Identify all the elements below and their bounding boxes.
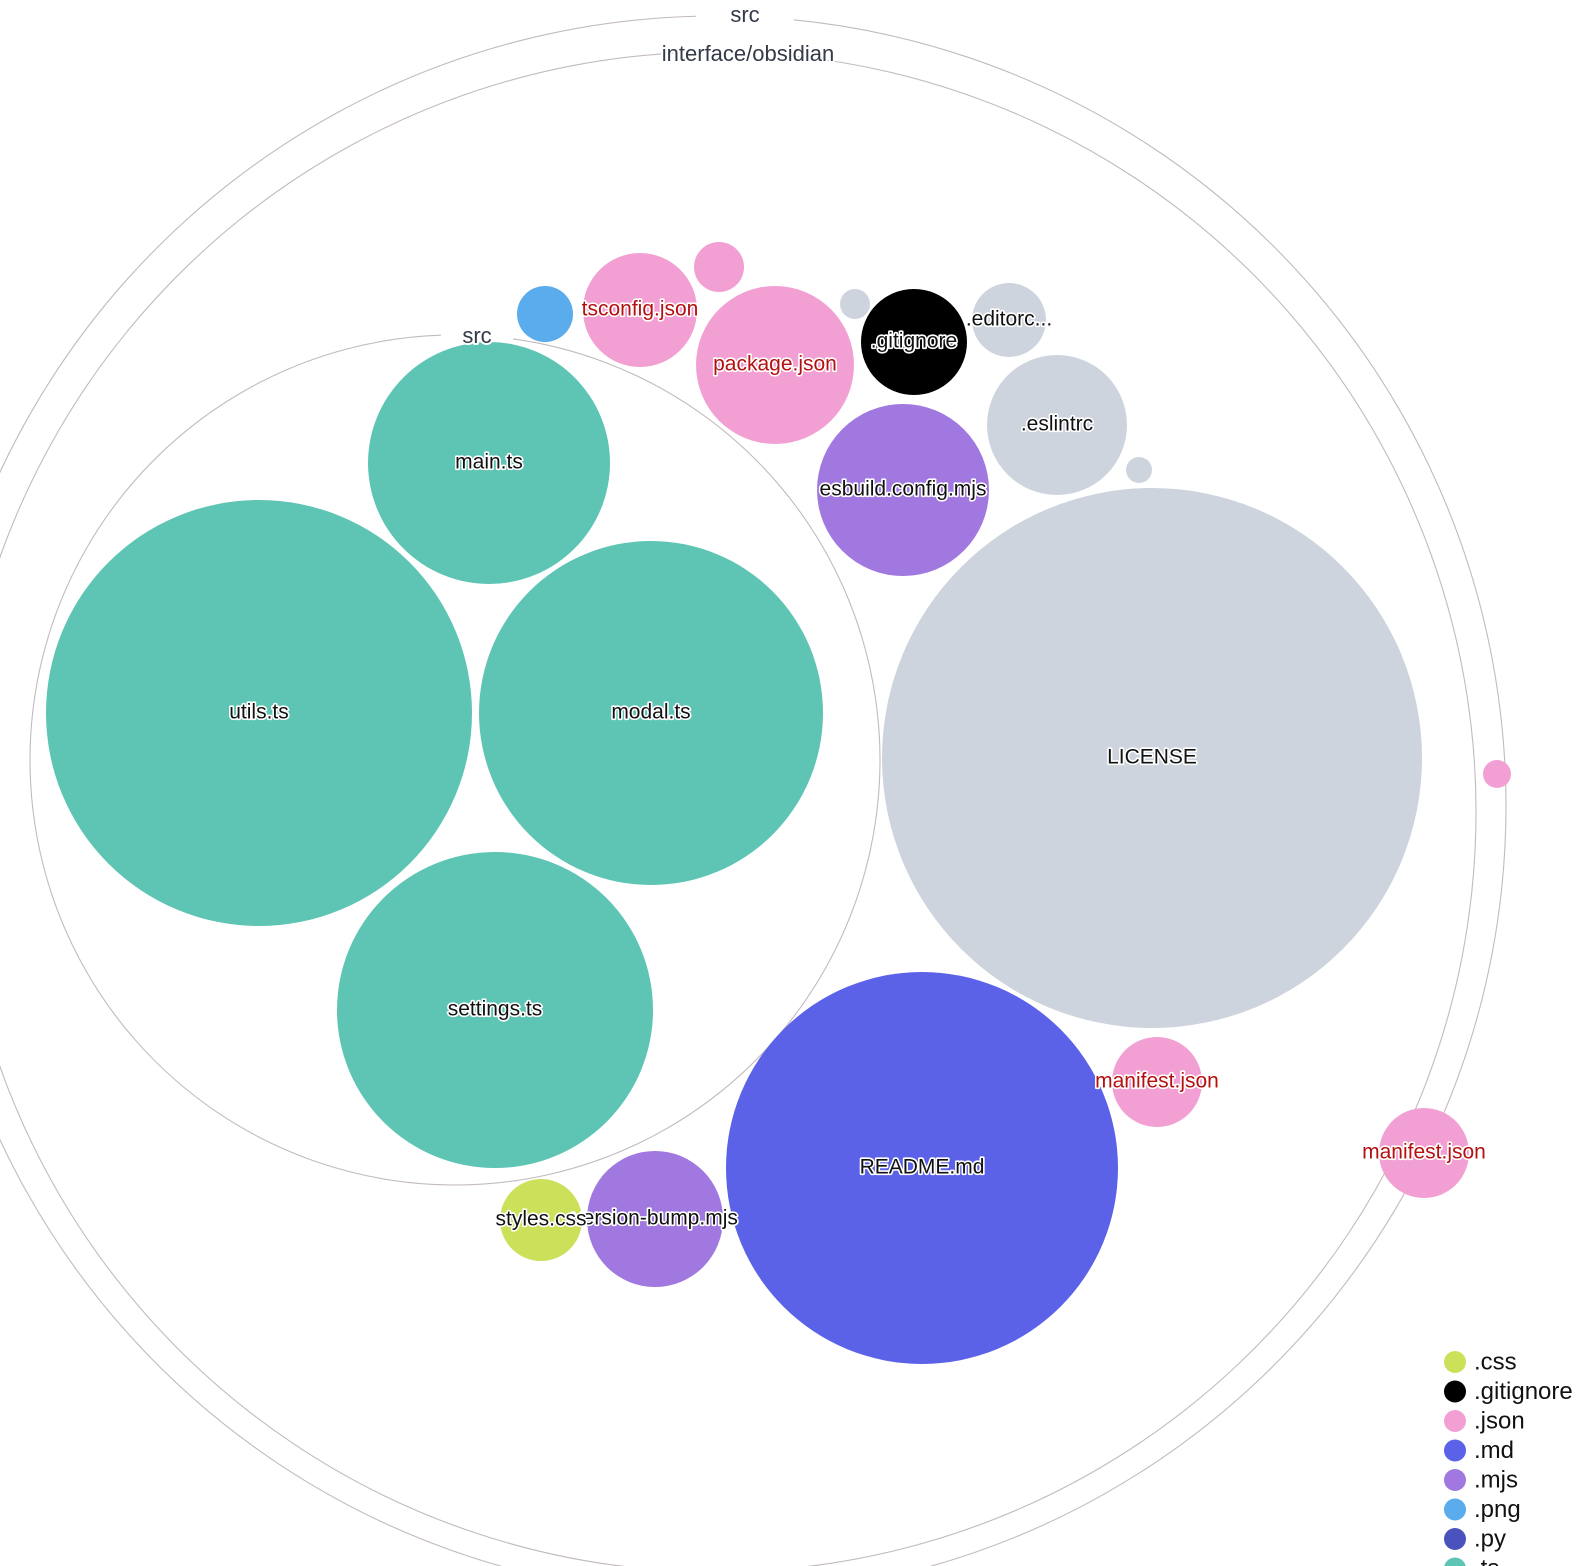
legend-item-mjs[interactable]: .mjs xyxy=(1444,1466,1518,1493)
bubble-label-manifest-json: manifest.json xyxy=(1362,1141,1486,1164)
group-label-src: src xyxy=(730,2,759,27)
bubble-editorc[interactable] xyxy=(972,283,1046,357)
legend-swatch-ts xyxy=(1444,1557,1466,1566)
bubble-small-json[interactable] xyxy=(694,242,744,292)
bubble-label-manifest-json: manifest.json xyxy=(1095,1070,1219,1093)
bubble-package-json[interactable] xyxy=(696,286,854,444)
bubble-settings-ts[interactable] xyxy=(337,852,653,1168)
group-label-interface-obsidian: interface/obsidian xyxy=(662,41,834,66)
legend-label-md: .md xyxy=(1474,1437,1514,1464)
bubble-gitignore[interactable] xyxy=(861,289,967,395)
legend-item-css[interactable]: .css xyxy=(1444,1348,1517,1375)
bubble-label-tsconfig-json: tsconfig.json xyxy=(582,298,699,321)
legend-label-gitignore: .gitignore xyxy=(1474,1378,1573,1405)
bubble-utils-ts[interactable] xyxy=(46,500,472,926)
legend-label-ts: .ts xyxy=(1474,1555,1499,1566)
legend-item-json[interactable]: .json xyxy=(1444,1407,1525,1434)
bubble-main-ts[interactable] xyxy=(368,342,610,584)
bubble-label-readme-md: README.md xyxy=(860,1156,985,1179)
bubble-tiny-a[interactable] xyxy=(840,289,870,319)
bubble-label-editorc: .editorc... xyxy=(966,308,1052,331)
bubble-manifest-json[interactable] xyxy=(1112,1037,1202,1127)
bubble-label-utils-ts: utils.ts xyxy=(229,701,289,724)
legend-label-py: .py xyxy=(1474,1525,1506,1552)
legend-swatch-mjs xyxy=(1444,1469,1466,1491)
bubble-version-bump-mjs[interactable] xyxy=(587,1151,723,1287)
bubble-modal-ts[interactable] xyxy=(479,541,823,885)
bubble-tsconfig-json[interactable] xyxy=(583,253,697,367)
bubble-manifest-json[interactable] xyxy=(1379,1108,1469,1198)
bubble-label-package-json: package.json xyxy=(713,353,837,376)
legend-item-gitignore[interactable]: .gitignore xyxy=(1444,1378,1573,1405)
legend-swatch-png xyxy=(1444,1498,1466,1521)
legend-swatch-json xyxy=(1444,1410,1466,1432)
bubble-label-gitignore: .gitignore xyxy=(871,330,957,353)
bubble-label-license: LICENSE xyxy=(1107,746,1197,769)
bubble-label-esbuild-config-mjs: esbuild.config.mjs xyxy=(820,478,987,501)
legend-label-mjs: .mjs xyxy=(1474,1466,1518,1493)
legend-item-png[interactable]: .png xyxy=(1444,1496,1521,1523)
legend-swatch-py xyxy=(1444,1528,1466,1550)
bubble-label-settings-ts: settings.ts xyxy=(448,998,543,1021)
bubble-esbuild-config-mjs[interactable] xyxy=(817,404,989,576)
bubble-label-modal-ts: modal.ts xyxy=(611,701,690,724)
bubble-label-version-bump-mjs: version-bump.mjs xyxy=(572,1207,738,1230)
bubble-license[interactable] xyxy=(882,488,1422,1028)
legend-item-ts[interactable]: .ts xyxy=(1444,1555,1499,1566)
legend-swatch-md xyxy=(1444,1439,1466,1462)
legend-item-py[interactable]: .py xyxy=(1444,1525,1506,1552)
legend-swatch-gitignore xyxy=(1444,1380,1466,1403)
group-ring-src-inner xyxy=(29,334,881,1186)
bubble-eslintrc[interactable] xyxy=(987,355,1127,495)
legend-label-css: .css xyxy=(1474,1348,1517,1375)
bubble-label-eslintrc: .eslintrc xyxy=(1021,413,1093,436)
legend-label-png: .png xyxy=(1474,1496,1521,1523)
bubble-readme-md[interactable] xyxy=(726,972,1118,1364)
bubble-tiny-b[interactable] xyxy=(1126,457,1152,483)
legend-item-md[interactable]: .md xyxy=(1444,1437,1514,1464)
legend-label-json: .json xyxy=(1474,1407,1525,1434)
legend-swatch-css xyxy=(1444,1351,1466,1373)
bubble-styles-css[interactable] xyxy=(500,1179,582,1261)
group-bubbles-layer xyxy=(46,242,1511,1364)
bubble-label-styles-css: styles.css xyxy=(495,1208,586,1231)
group-label-src-inner: src xyxy=(462,323,491,348)
chart-legend: .css .gitignore.json .md.mjs .png.py .ts xyxy=(1444,1348,1573,1566)
bubble-label-main-ts: main.ts xyxy=(455,451,523,474)
group-rings-layer xyxy=(0,15,1507,1566)
group-ring-src xyxy=(0,15,1507,1566)
bubble-small-json[interactable] xyxy=(1483,760,1511,788)
group-ring-interface-obsidian xyxy=(0,51,1477,1566)
group-bubble-labels-layer: utils.ts modal.ts settings.ts main.ts LICENS… xyxy=(228,296,1488,1232)
bubble-banner-png[interactable] xyxy=(517,286,573,342)
group-ring-labels-layer: src interface/obsidian src xyxy=(460,0,836,350)
